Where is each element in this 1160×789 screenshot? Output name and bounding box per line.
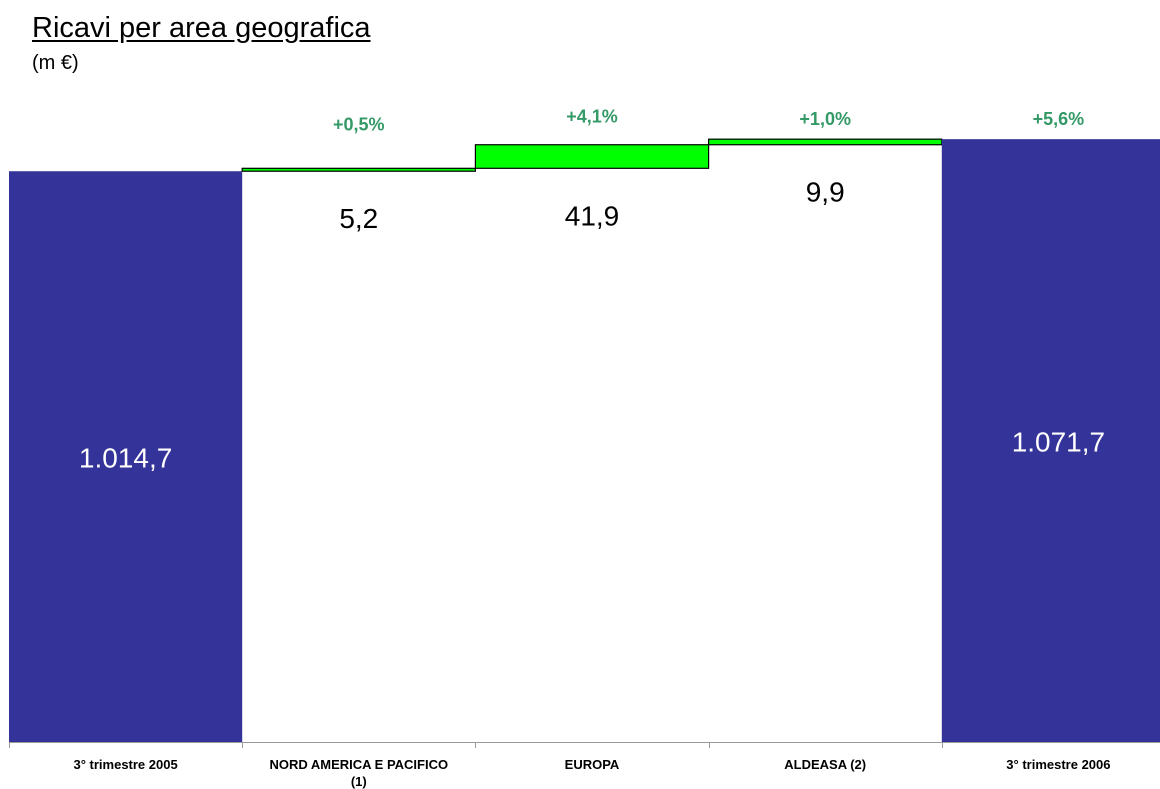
delta-bar (241, 167, 476, 172)
total-bar (941, 139, 1160, 743)
category-label-line: ALDEASA (2) (784, 757, 866, 772)
delta-bar (474, 144, 710, 169)
delta-bar (707, 138, 943, 146)
category-label-line: EUROPA (565, 757, 620, 772)
percent-label: +4,1% (566, 107, 618, 127)
category-label: EUROPA (565, 757, 620, 772)
category-label-line: (1) (351, 774, 367, 789)
chart-title: Ricavi per area geografica (32, 12, 371, 44)
category-label: 3° trimestre 2006 (1006, 757, 1110, 772)
percent-label: +0,5% (333, 114, 385, 134)
category-label-line: 3° trimestre 2005 (73, 757, 177, 772)
category-label-line: NORD AMERICA E PACIFICO (269, 757, 448, 772)
value-label: 1.071,7 (1012, 427, 1105, 458)
category-label-line: 3° trimestre 2006 (1006, 757, 1110, 772)
chart-subtitle: (m €) (32, 52, 79, 74)
category-label: 3° trimestre 2005 (73, 757, 177, 772)
percent-label: +5,6% (1033, 109, 1085, 129)
value-label: 41,9 (565, 200, 620, 231)
value-label: 5,2 (339, 203, 378, 234)
value-label: 1.014,7 (79, 443, 172, 474)
category-label: ALDEASA (2) (784, 757, 866, 772)
percent-label: +1,0% (799, 109, 851, 129)
total-bar (9, 171, 243, 743)
category-label: NORD AMERICA E PACIFICO (1) (269, 757, 448, 789)
value-label: 9,9 (806, 177, 845, 208)
